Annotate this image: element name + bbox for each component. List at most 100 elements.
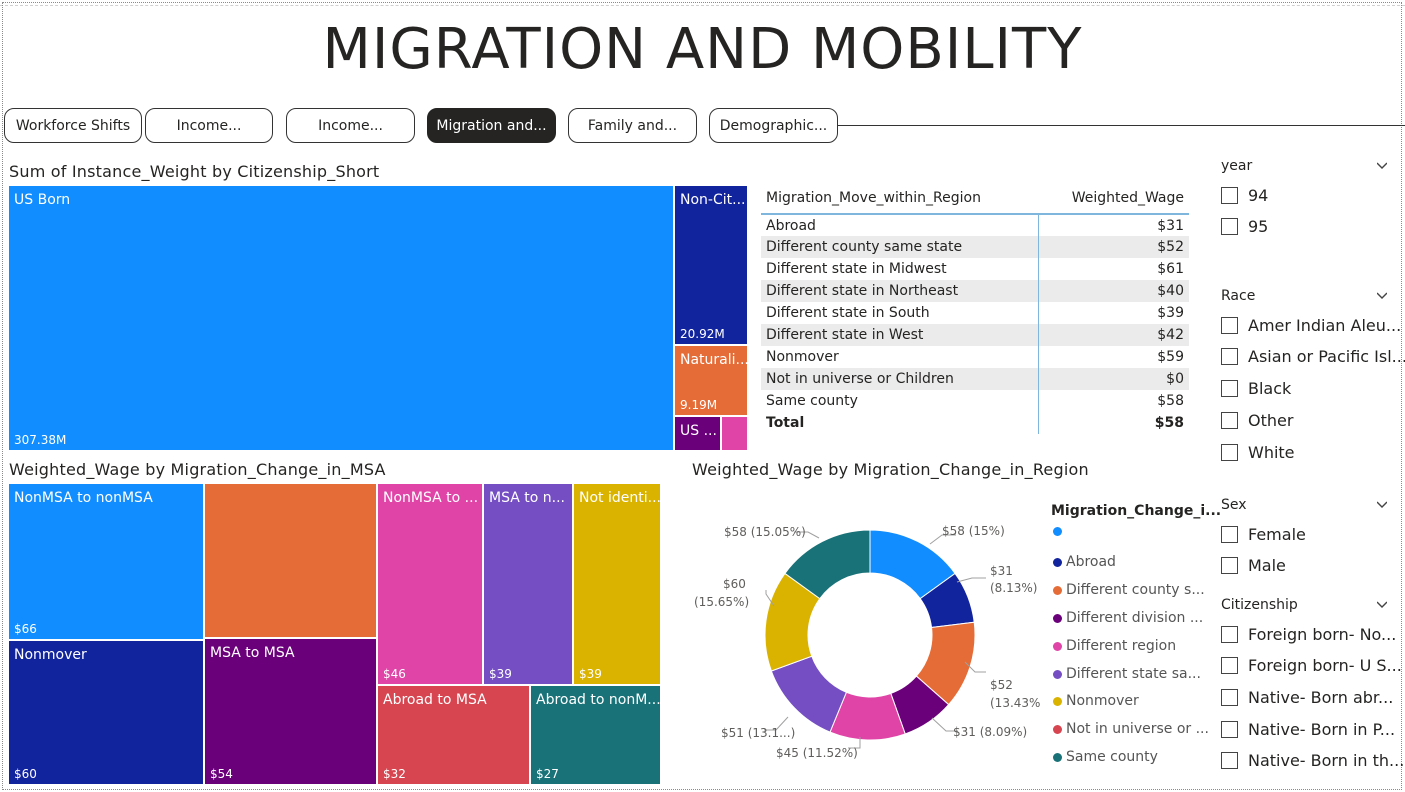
checkbox-box[interactable]	[1221, 751, 1238, 769]
treemap-tile-abroad-to-msa[interactable]: Abroad to MSA $32	[378, 686, 531, 786]
nav-income-2[interactable]: Income...	[286, 108, 415, 143]
table-row: Abroad $31	[761, 214, 1189, 236]
legend-dot-icon	[1053, 585, 1062, 595]
checkbox-year-95[interactable]: 95	[1221, 216, 1268, 236]
checkbox-box[interactable]	[1221, 556, 1238, 574]
nav-demographic[interactable]: Demographic...	[709, 108, 838, 143]
checkbox-box[interactable]	[1221, 186, 1238, 204]
checkbox-citizenship-2[interactable]: Foreign born- U S...	[1221, 655, 1402, 675]
tile-label: MSA to MSA	[210, 645, 295, 661]
table-row: Different state in Midwest $61	[761, 258, 1189, 280]
treemap-tile-naturalized[interactable]: Naturali... 9.19M	[675, 346, 749, 417]
chevron-down-icon[interactable]	[1377, 599, 1387, 609]
legend-item[interactable]: Same county	[1053, 749, 1158, 765]
tile-value: $54	[210, 767, 233, 781]
treemap-tile-nonmsa-to-msa[interactable]: NonMSA to ... $46	[378, 484, 484, 686]
legend-dot-icon	[1053, 527, 1062, 536]
checkbox-box[interactable]	[1221, 525, 1238, 543]
legend-item[interactable]: Nonmover	[1053, 693, 1139, 709]
legend-dot-icon	[1053, 557, 1062, 567]
legend-item[interactable]: Different region	[1053, 638, 1176, 654]
chevron-down-icon[interactable]	[1377, 290, 1387, 300]
legend-item[interactable]: Not in universe or ...	[1053, 721, 1209, 737]
donut-chart: $58 (15%) $31 (8.13%) $52 (13.43%) $31 (…	[694, 524, 1040, 760]
nav-income-1[interactable]: Income...	[145, 108, 273, 143]
checkbox-box[interactable]	[1221, 720, 1238, 738]
donut-slice[interactable]	[784, 529, 871, 600]
tile-value: $32	[383, 767, 406, 781]
checkbox-box[interactable]	[1221, 443, 1238, 461]
checkbox-race-amer-indian[interactable]: Amer Indian Aleu...	[1221, 315, 1401, 335]
treemap-tile-pink[interactable]	[722, 417, 749, 452]
tile-value: $66	[14, 622, 37, 636]
donut-label-division: $31 (8.09%)	[953, 725, 1027, 739]
treemap-tile-non-citizen[interactable]: Non-Cit... 20.92M	[675, 186, 749, 346]
treemap-tile-us-other[interactable]: US ...	[675, 417, 722, 452]
checkbox-label: Male	[1248, 555, 1286, 575]
nav-migration[interactable]: Migration and...	[427, 108, 556, 143]
row-name: Nonmover	[766, 349, 839, 365]
checkbox-box[interactable]	[1221, 217, 1238, 235]
treemap-tile-orange[interactable]	[205, 484, 378, 639]
legend-item[interactable]: Different county s...	[1053, 582, 1205, 598]
checkbox-race-other[interactable]: Other	[1221, 410, 1293, 430]
tile-value: $39	[579, 667, 602, 681]
checkbox-year-94[interactable]: 94	[1221, 185, 1268, 205]
tile-value: 307.38M	[14, 433, 67, 447]
checkbox-citizenship-1[interactable]: Foreign born- No...	[1221, 624, 1396, 644]
checkbox-sex-female[interactable]: Female	[1221, 524, 1306, 544]
checkbox-box[interactable]	[1221, 379, 1238, 397]
treemap-tile-us-born[interactable]: US Born 307.38M	[9, 186, 675, 452]
legend-item[interactable]	[1053, 527, 1066, 536]
checkbox-race-asian[interactable]: Asian or Pacific Isl...	[1221, 346, 1405, 366]
legend-item[interactable]: Abroad	[1053, 554, 1116, 570]
nav-workforce-shifts[interactable]: Workforce Shifts	[4, 108, 142, 143]
donut-slice[interactable]	[770, 655, 848, 733]
legend-label: Abroad	[1066, 554, 1116, 570]
treemap-tile-nonmover[interactable]: Nonmover $60	[9, 641, 205, 786]
legend-item[interactable]: Different division ...	[1053, 610, 1203, 626]
checkbox-label: 94	[1248, 185, 1269, 205]
row-name: Different state in Midwest	[766, 261, 947, 277]
checkbox-citizenship-3[interactable]: Native- Born abr...	[1221, 687, 1393, 707]
slicer-title-race: Race	[1221, 288, 1256, 304]
table-header-wage[interactable]: Weighted_Wage	[1038, 183, 1189, 215]
chevron-down-icon[interactable]	[1377, 499, 1387, 509]
nav-family[interactable]: Family and...	[568, 108, 697, 143]
checkbox-box[interactable]	[1221, 347, 1238, 365]
checkbox-sex-male[interactable]: Male	[1221, 555, 1286, 575]
checkbox-box[interactable]	[1221, 411, 1238, 429]
tile-value: $60	[14, 767, 37, 781]
table-header-region[interactable]: Migration_Move_within_Region	[761, 183, 1039, 215]
treemap-tile-msa-to-msa[interactable]: MSA to MSA $54	[205, 639, 378, 786]
checkbox-label: Black	[1248, 378, 1292, 398]
treemap-tile-nonmsa-to-nonmsa[interactable]: NonMSA to nonMSA $66	[9, 484, 205, 641]
checkbox-box[interactable]	[1221, 625, 1238, 643]
slicer-title-sex: Sex	[1221, 497, 1247, 513]
table-row: Different state in South $39	[761, 302, 1189, 324]
checkbox-box[interactable]	[1221, 316, 1238, 334]
checkbox-label: Native- Born in th...	[1248, 750, 1405, 770]
checkbox-citizenship-4[interactable]: Native- Born in P...	[1221, 719, 1395, 739]
row-name: Different state in South	[766, 305, 930, 321]
checkbox-citizenship-5[interactable]: Native- Born in th...	[1221, 750, 1404, 770]
treemap-tile-abroad-to-nonmsa[interactable]: Abroad to nonM... $27	[531, 686, 662, 786]
checkbox-race-white[interactable]: White	[1221, 442, 1295, 462]
tile-label: Non-Cit...	[680, 192, 746, 208]
treemap-tile-msa-to-nonmsa[interactable]: MSA to n... $39	[484, 484, 574, 686]
checkbox-label: White	[1248, 442, 1295, 462]
tile-value: $27	[536, 767, 559, 781]
legend-item[interactable]: Different state sa...	[1053, 666, 1201, 682]
donut-chart-title: Weighted_Wage by Migration_Change_in_Reg…	[692, 460, 1089, 479]
checkbox-label: Amer Indian Aleu...	[1248, 315, 1402, 335]
checkbox-box[interactable]	[1221, 656, 1238, 674]
row-value: $40	[1037, 280, 1189, 302]
treemap-tile-not-identifiable[interactable]: Not identi... $39	[574, 484, 662, 686]
checkbox-race-black[interactable]: Black	[1221, 378, 1291, 398]
slicer-title-year: year	[1221, 158, 1253, 174]
checkbox-box[interactable]	[1221, 688, 1238, 706]
donut-label-same-county: $58 (15.05%)	[724, 525, 806, 539]
chevron-down-icon[interactable]	[1377, 160, 1387, 170]
row-value: $31	[1037, 214, 1189, 236]
